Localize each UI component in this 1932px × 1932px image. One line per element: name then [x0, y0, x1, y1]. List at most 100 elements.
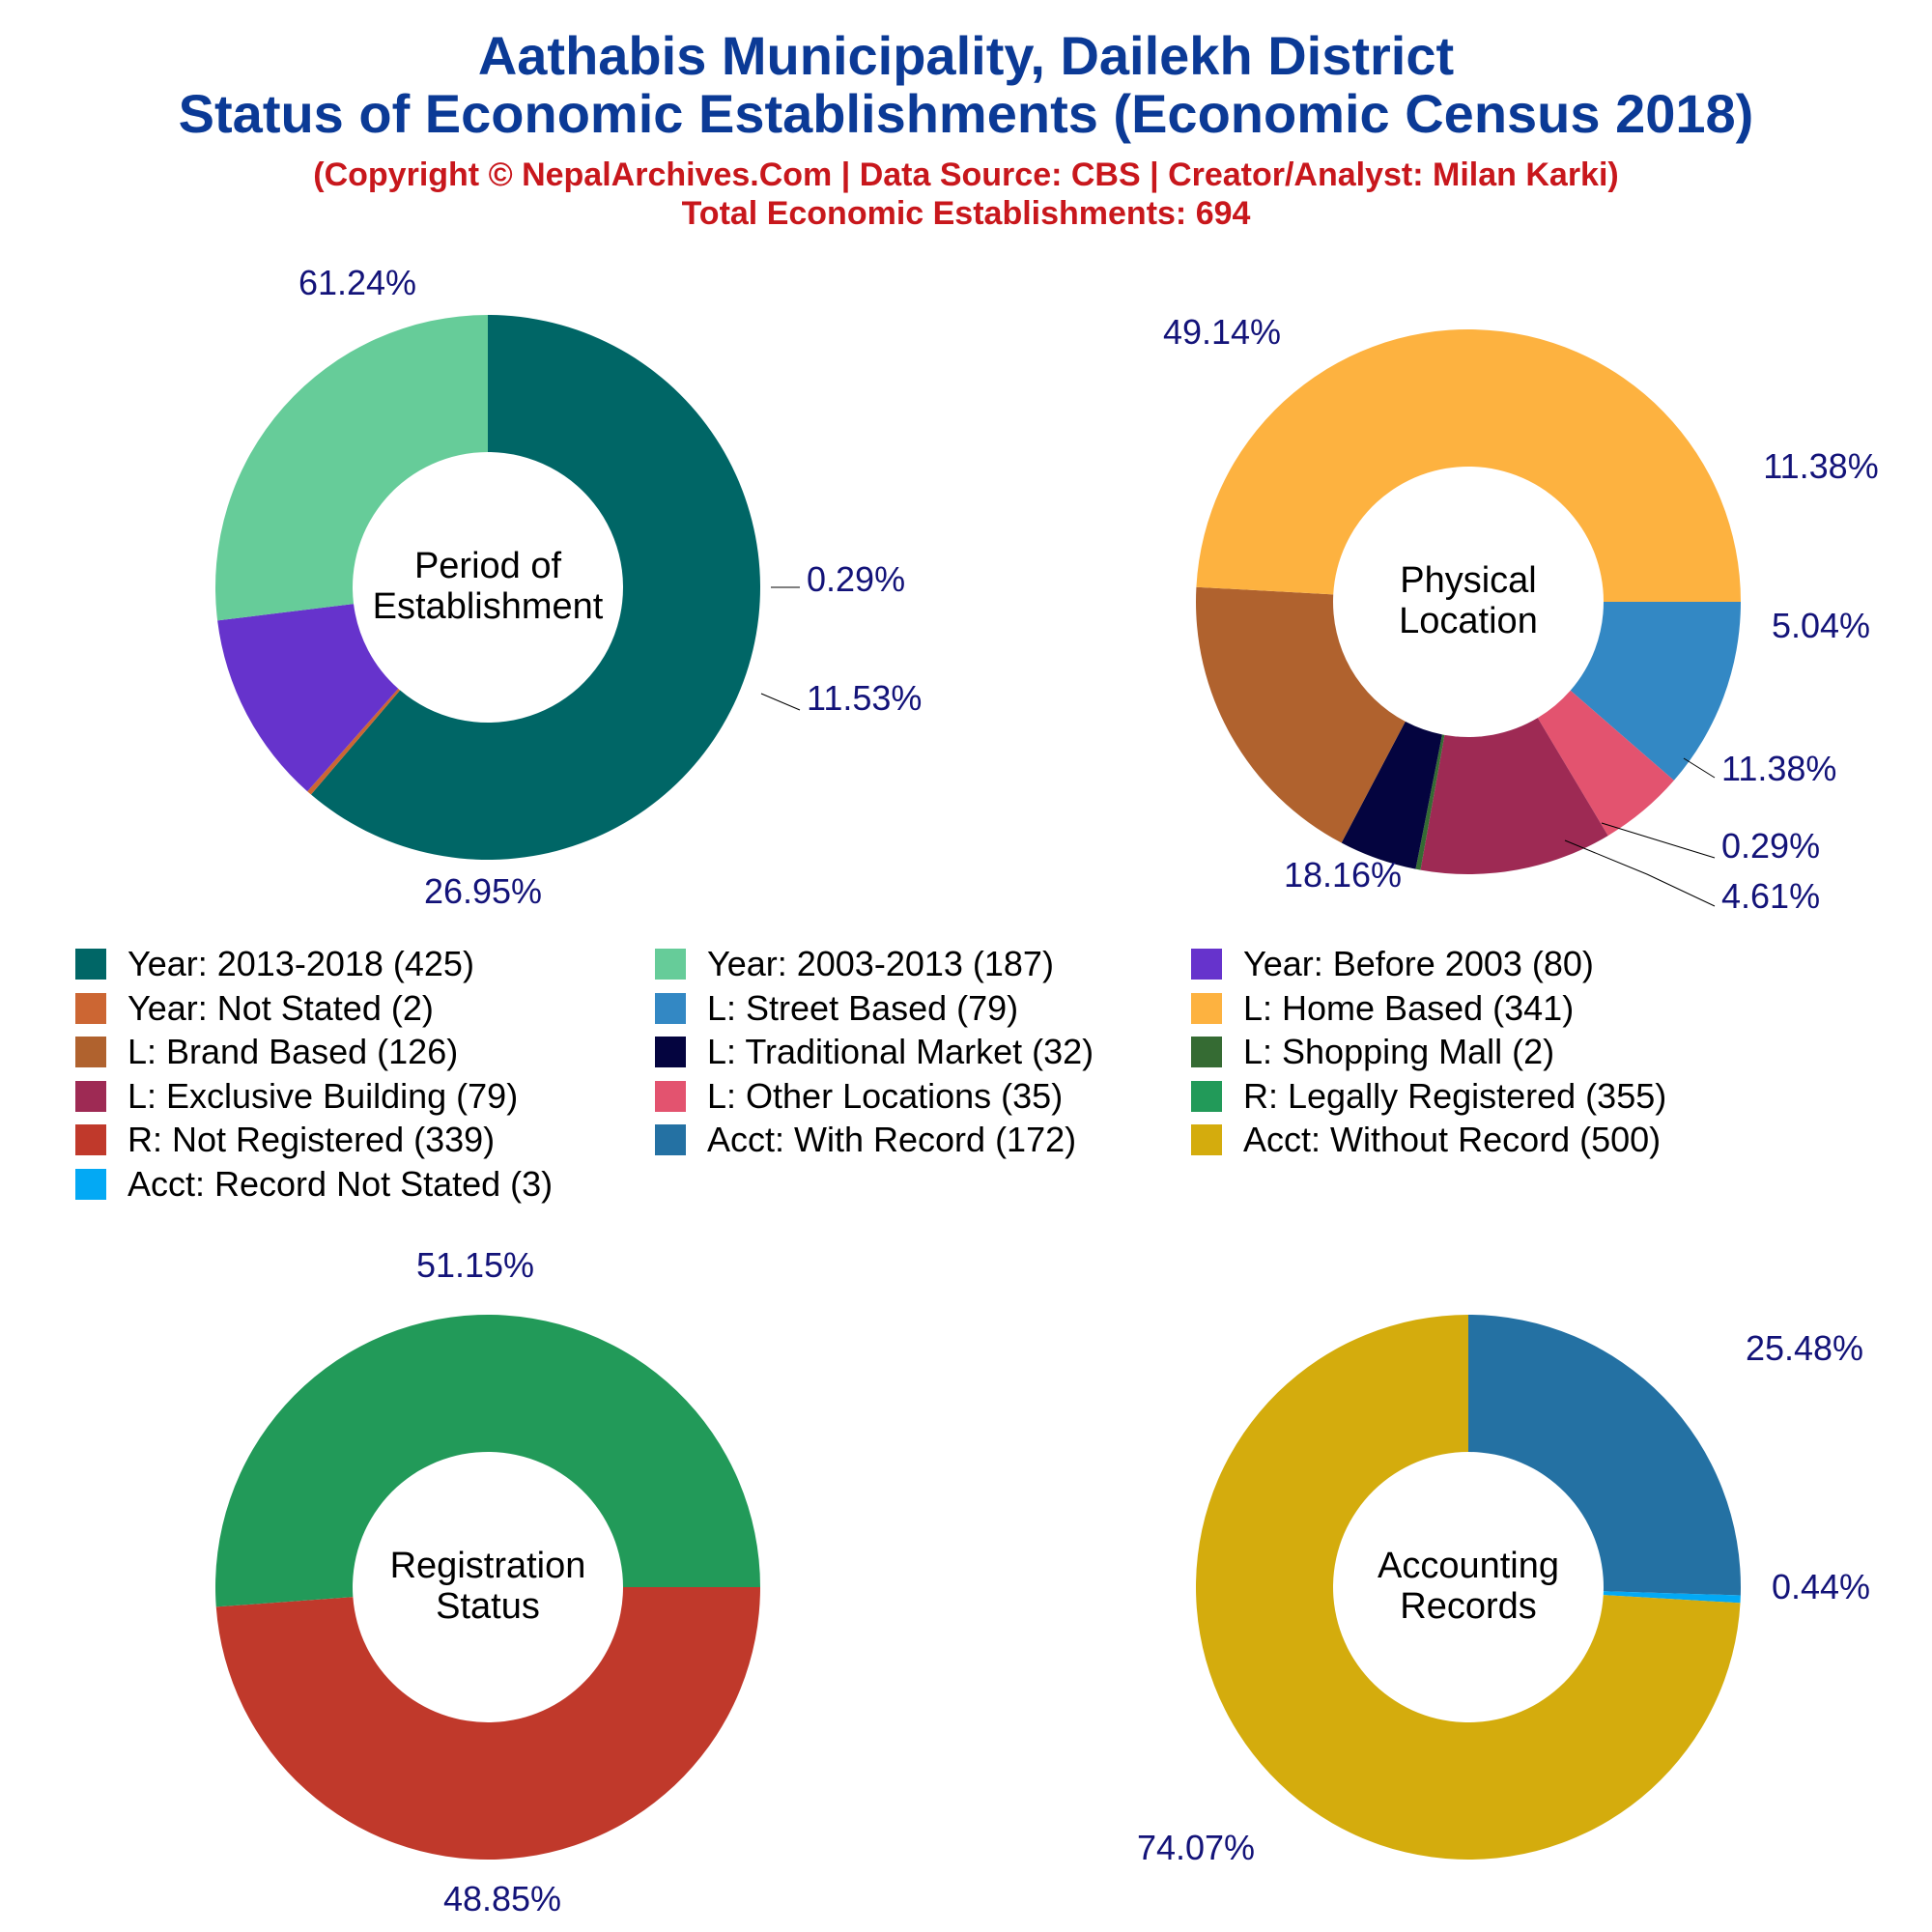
legend-label: L: Brand Based (126): [128, 1032, 459, 1071]
legend-item-l-street-based-79: L: Street Based (79): [655, 987, 1018, 1030]
percent-label-l-exclusive-building: 11.38%: [1721, 749, 1836, 788]
legend-item-l-home-based-341: L: Home Based (341): [1191, 987, 1574, 1030]
legend-swatch: [1191, 1080, 1222, 1112]
legend-label: R: Not Registered (339): [128, 1120, 496, 1159]
slice-year-before-2003: [217, 604, 399, 792]
legend-swatch: [75, 992, 106, 1024]
percent-label-l-brand-based: 18.16%: [1284, 855, 1402, 895]
legend-label: Year: Not Stated (2): [128, 987, 434, 1028]
chart-subtitle: (Copyright © NepalArchives.Com | Data So…: [313, 156, 1619, 193]
legend-swatch: [75, 1037, 106, 1067]
percent-label-l-traditional-market: 4.61%: [1721, 876, 1820, 916]
legend-swatch: [655, 992, 686, 1024]
percent-label-l-other-locations: 5.04%: [1772, 606, 1870, 645]
percent-label-acct-record-not-stated: 0.44%: [1772, 1567, 1870, 1606]
center-label: Period of: [414, 546, 562, 586]
legend-item-year-not-stated-2: Year: Not Stated (2): [75, 987, 434, 1030]
legend-item-l-brand-based-126: L: Brand Based (126): [75, 1031, 458, 1073]
legend-item-r-legally-registered-355: R: Legally Registered (355): [1191, 1075, 1666, 1118]
donut-chart-physical-location: 11.38% 5.04% 11.38% 0.29% 4.61% 18.16% 49.14% P…: [1163, 312, 1879, 916]
slice-r-legally-registered: [214, 1314, 760, 1607]
legend-label: L: Traditional Market (32): [707, 1032, 1094, 1071]
percent-label-r-not-registered: 48.85%: [443, 1879, 561, 1918]
slice-year-2003-2013: [215, 315, 488, 621]
percent-label-acct-with-record: 25.48%: [1746, 1328, 1863, 1368]
slice-l-street-based: [1570, 602, 1741, 781]
legend-label: Year: 2013-2018 (425): [128, 944, 474, 983]
legend-label: Year: 2003-2013 (187): [707, 944, 1054, 983]
legend-swatch: [75, 1168, 106, 1200]
leader-line-l-exclusive-building: [1683, 757, 1716, 779]
chart-title-line-1: Aathabis Municipality, Dailekh District: [477, 25, 1455, 86]
legend-item-l-exclusive-building-79: L: Exclusive Building (79): [75, 1075, 518, 1118]
slice-r-not-registered: [215, 1587, 760, 1860]
leader-line-l-traditional-market: [1564, 839, 1716, 907]
slice-acct-record-not-stated: [1603, 1591, 1741, 1604]
legend-label: L: Shopping Mall (2): [1243, 1032, 1555, 1071]
legend-swatch: [1191, 1124, 1222, 1155]
leader-line-l-shopping-mall: [1601, 822, 1716, 859]
legend-swatch: [655, 1037, 686, 1067]
legend-swatch: [75, 1080, 106, 1112]
legend-item-acct-without-record-500: Acct: Without Record (500): [1191, 1119, 1661, 1161]
legend-swatch: [655, 1124, 686, 1155]
slice-l-exclusive-building: [1420, 718, 1608, 874]
leader-line-year-before-2003: [760, 693, 801, 711]
center-label: Physical: [1400, 560, 1537, 601]
slice-acct-with-record: [1468, 1315, 1741, 1596]
slice-year-not-stated: [307, 688, 401, 795]
legend-swatch: [655, 949, 686, 980]
donut-chart-period-of-establishment: 61.24% 0.29% 11.53% 26.95% Period ofEstablis…: [215, 263, 922, 911]
percent-label-year-2013-2018: 61.24%: [298, 263, 416, 302]
legend-item-acct-record-not-stated-3: Acct: Record Not Stated (3): [75, 1163, 553, 1206]
center-label: Records: [1400, 1586, 1537, 1627]
legend-item-r-not-registered-339: R: Not Registered (339): [75, 1119, 495, 1161]
legend-label: L: Street Based (79): [707, 987, 1019, 1028]
center-label: Status: [436, 1586, 540, 1627]
legend-label: Acct: With Record (172): [707, 1120, 1077, 1159]
chart-title-line-2: Status of Economic Establishments (Econo…: [178, 83, 1754, 144]
legend-item-year-2013-2018-425: Year: 2013-2018 (425): [75, 943, 474, 985]
percent-label-l-shopping-mall: 0.29%: [1721, 826, 1820, 866]
legend-swatch: [75, 949, 106, 980]
slice-l-shopping-mall: [1415, 734, 1445, 870]
legend-item-year-before-2003-80: Year: Before 2003 (80): [1191, 943, 1594, 985]
slice-acct-without-record: [1196, 1315, 1741, 1860]
total-establishments: Total Economic Establishments: 694: [681, 195, 1251, 232]
legend-swatch: [75, 1124, 106, 1155]
legend-label: Acct: Record Not Stated (3): [128, 1163, 554, 1204]
percent-label-year-2003-2013: 26.95%: [424, 871, 542, 911]
legend-swatch: [1191, 1037, 1222, 1067]
percent-label-year-before-2003: 11.53%: [807, 678, 922, 718]
percent-label-r-legally-registered: 51.15%: [416, 1245, 534, 1285]
legend-label: R: Legally Registered (355): [1243, 1075, 1667, 1116]
slice-year-2013-2018: [311, 315, 761, 861]
center-label: Accounting: [1378, 1546, 1559, 1586]
legend-item-l-shopping-mall-2: L: Shopping Mall (2): [1191, 1031, 1554, 1073]
percent-label-year-not-stated: 0.29%: [807, 559, 905, 599]
slice-l-brand-based: [1196, 586, 1406, 843]
legend-label: Year: Before 2003 (80): [1243, 944, 1594, 983]
slice-l-home-based: [1196, 329, 1741, 602]
legend-swatch: [1191, 992, 1222, 1024]
percent-label-acct-without-record: 74.07%: [1137, 1828, 1255, 1867]
center-label: Establishment: [373, 586, 604, 627]
legend-item-l-other-locations-35: L: Other Locations (35): [655, 1075, 1063, 1118]
legend-label: L: Other Locations (35): [707, 1075, 1064, 1116]
legend-label: L: Exclusive Building (79): [128, 1075, 519, 1116]
legend-item-year-2003-2013-187: Year: 2003-2013 (187): [655, 943, 1054, 985]
legend-swatch: [1191, 949, 1222, 980]
percent-label-l-street-based: 11.38%: [1763, 446, 1878, 486]
slice-l-other-locations: [1537, 690, 1674, 837]
legend-label: L: Home Based (341): [1243, 987, 1575, 1028]
legend-swatch: [655, 1080, 686, 1112]
center-label: Location: [1399, 601, 1538, 641]
legend-label: Acct: Without Record (500): [1243, 1120, 1662, 1159]
legend-item-acct-with-record-172: Acct: With Record (172): [655, 1119, 1076, 1161]
legend-item-l-traditional-market-32: L: Traditional Market (32): [655, 1031, 1094, 1073]
slice-l-traditional-market: [1341, 721, 1442, 869]
percent-label-l-home-based: 49.14%: [1163, 312, 1281, 352]
